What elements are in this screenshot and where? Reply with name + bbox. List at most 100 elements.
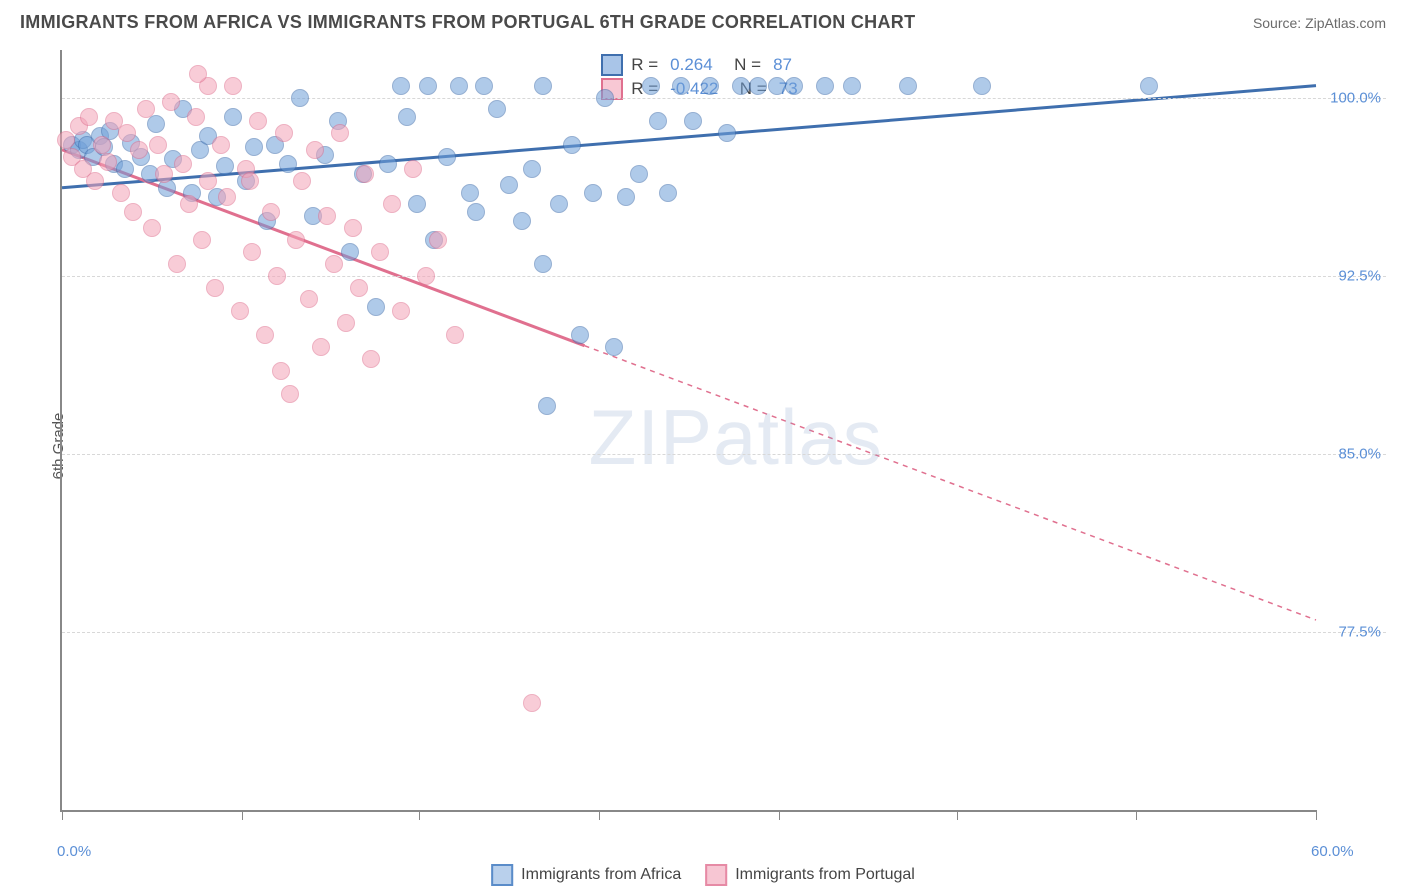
data-point (268, 267, 286, 285)
data-point (86, 172, 104, 190)
data-point (768, 77, 786, 95)
gridline-h (62, 632, 1386, 633)
legend-swatch (491, 864, 513, 886)
data-point (112, 184, 130, 202)
data-point (174, 155, 192, 173)
data-point (642, 77, 660, 95)
x-tick (1136, 810, 1137, 820)
data-point (80, 108, 98, 126)
legend-swatch (705, 864, 727, 886)
data-point (417, 267, 435, 285)
data-point (118, 124, 136, 142)
legend-bottom: Immigrants from Africa Immigrants from Po… (491, 864, 915, 886)
gridline-h (62, 454, 1386, 455)
data-point (732, 77, 750, 95)
data-point (245, 138, 263, 156)
legend-swatch (601, 54, 623, 76)
data-point (137, 100, 155, 118)
data-point (534, 255, 552, 273)
data-point (256, 326, 274, 344)
plot-region: ZIPatlas R = 0.264 N = 87R = -0.422 N = … (60, 50, 1316, 812)
data-point (243, 243, 261, 261)
x-tick (62, 810, 63, 820)
stat-r-label: R = (631, 55, 658, 75)
data-point (155, 165, 173, 183)
trend-line-dashed (585, 346, 1317, 620)
data-point (408, 195, 426, 213)
data-point (331, 124, 349, 142)
data-point (523, 694, 541, 712)
data-point (216, 157, 234, 175)
data-point (367, 298, 385, 316)
data-point (513, 212, 531, 230)
data-point (162, 93, 180, 111)
data-point (57, 131, 75, 149)
data-point (684, 112, 702, 130)
data-point (446, 326, 464, 344)
data-point (300, 290, 318, 308)
data-point (718, 124, 736, 142)
data-point (379, 155, 397, 173)
data-point (281, 385, 299, 403)
data-point (224, 108, 242, 126)
data-point (523, 160, 541, 178)
data-point (291, 89, 309, 107)
data-point (392, 77, 410, 95)
data-point (488, 100, 506, 118)
data-point (272, 362, 290, 380)
x-axis-label: 0.0% (57, 843, 91, 860)
data-point (672, 77, 690, 95)
x-tick (242, 810, 243, 820)
x-axis-label: 60.0% (1311, 843, 1354, 860)
data-point (749, 77, 767, 95)
data-point (816, 77, 834, 95)
y-tick-label: 85.0% (1338, 445, 1381, 462)
data-point (404, 160, 422, 178)
data-point (241, 172, 259, 190)
data-point (189, 65, 207, 83)
data-point (843, 77, 861, 95)
data-point (419, 77, 437, 95)
data-point (571, 326, 589, 344)
data-point (116, 160, 134, 178)
legend-item: Immigrants from Africa (491, 864, 681, 886)
data-point (93, 136, 111, 154)
x-tick (599, 810, 600, 820)
x-tick (1316, 810, 1317, 820)
stat-r-value: 0.264 (670, 55, 713, 75)
data-point (649, 112, 667, 130)
legend-label: Immigrants from Portugal (735, 866, 915, 884)
data-point (143, 219, 161, 237)
gridline-h (62, 276, 1386, 277)
data-point (500, 176, 518, 194)
data-point (318, 207, 336, 225)
data-point (630, 165, 648, 183)
data-point (218, 188, 236, 206)
data-point (973, 77, 991, 95)
data-point (275, 124, 293, 142)
y-tick-label: 100.0% (1330, 89, 1381, 106)
data-point (124, 203, 142, 221)
y-tick-label: 92.5% (1338, 267, 1381, 284)
data-point (149, 136, 167, 154)
data-point (306, 141, 324, 159)
data-point (467, 203, 485, 221)
data-point (461, 184, 479, 202)
x-tick (957, 810, 958, 820)
data-point (429, 231, 447, 249)
gridline-h (62, 98, 1386, 99)
data-point (212, 136, 230, 154)
data-point (383, 195, 401, 213)
data-point (99, 153, 117, 171)
chart-area: ZIPatlas R = 0.264 N = 87R = -0.422 N = … (60, 50, 1386, 842)
data-point (287, 231, 305, 249)
stat-n-value: 87 (773, 55, 792, 75)
data-point (899, 77, 917, 95)
x-tick (419, 810, 420, 820)
data-point (249, 112, 267, 130)
chart-title: IMMIGRANTS FROM AFRICA VS IMMIGRANTS FRO… (20, 12, 915, 33)
legend-item: Immigrants from Portugal (705, 864, 915, 886)
data-point (180, 195, 198, 213)
data-point (438, 148, 456, 166)
data-point (1140, 77, 1158, 95)
